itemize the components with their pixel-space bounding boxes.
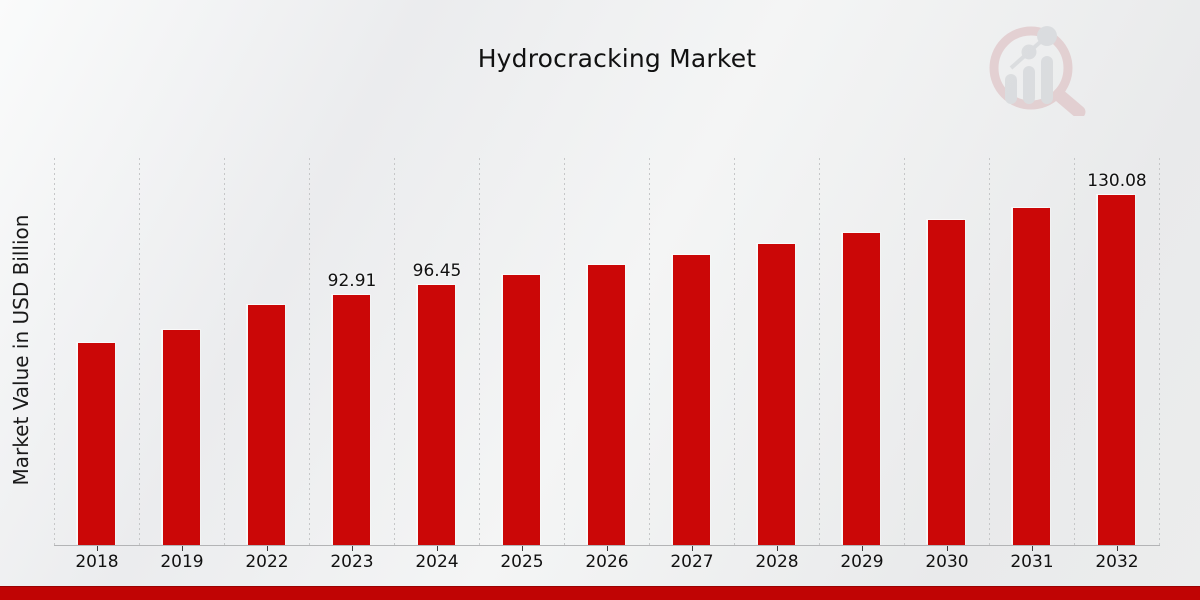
- gridline: [649, 158, 650, 545]
- gridline: [224, 158, 225, 545]
- x-tick-label: 2026: [585, 552, 629, 572]
- gridline: [309, 158, 310, 545]
- x-axis-tick: [862, 546, 863, 551]
- bar-value-label: 130.08: [1087, 171, 1147, 191]
- x-tick-label: 2032: [1095, 552, 1139, 572]
- x-axis-tick: [182, 546, 183, 551]
- x-tick-label: 2019: [160, 552, 204, 572]
- bar-value-label: 92.91: [327, 271, 377, 291]
- gridline: [54, 158, 55, 545]
- bar-2018: [77, 342, 116, 546]
- bar-value-label: 96.45: [412, 261, 462, 281]
- gridline: [1159, 158, 1160, 545]
- bar-2032: [1097, 194, 1136, 546]
- bar-2029: [842, 232, 881, 546]
- x-axis-tick: [97, 546, 98, 551]
- x-tick-label: 2024: [415, 552, 459, 572]
- bar-2022: [247, 304, 286, 546]
- x-axis-tick: [1032, 546, 1033, 551]
- x-axis-tick: [947, 546, 948, 551]
- bar-2025: [502, 274, 541, 546]
- x-axis-tick: [352, 546, 353, 551]
- bar-2028: [757, 243, 796, 546]
- x-axis-tick: [607, 546, 608, 551]
- gridline: [819, 158, 820, 545]
- x-tick-label: 2025: [500, 552, 544, 572]
- gridline: [904, 158, 905, 545]
- gridline: [1074, 158, 1075, 545]
- footer-accent-bar: [0, 586, 1200, 600]
- x-axis-tick: [522, 546, 523, 551]
- bar-2019: [162, 329, 201, 546]
- bar-2031: [1012, 207, 1051, 546]
- chart-title: Hydrocracking Market: [477, 44, 757, 73]
- bar-2023: [332, 294, 371, 546]
- x-tick-label: 2022: [245, 552, 289, 572]
- x-tick-label: 2018: [75, 552, 119, 572]
- bar-2030: [927, 219, 966, 546]
- x-tick-label: 2027: [670, 552, 714, 572]
- y-axis-label: Market Value in USD Billion: [9, 214, 33, 486]
- bar-2026: [587, 264, 626, 546]
- x-tick-label: 2031: [1010, 552, 1054, 572]
- gridline: [734, 158, 735, 545]
- bar-2024: [417, 284, 456, 546]
- x-axis-line: [54, 545, 1160, 546]
- gridline: [564, 158, 565, 545]
- x-axis-tick: [1117, 546, 1118, 551]
- x-axis-tick: [777, 546, 778, 551]
- x-tick-label: 2029: [840, 552, 884, 572]
- gridline: [989, 158, 990, 545]
- x-axis-tick: [437, 546, 438, 551]
- gridline: [479, 158, 480, 545]
- bar-2027: [672, 254, 711, 546]
- x-axis-tick: [267, 546, 268, 551]
- gridline: [394, 158, 395, 545]
- x-axis-tick: [692, 546, 693, 551]
- gridline: [139, 158, 140, 545]
- x-tick-label: 2028: [755, 552, 799, 572]
- x-tick-label: 2023: [330, 552, 374, 572]
- bar-chart-magnifier-logo-icon: [989, 26, 1086, 116]
- x-tick-label: 2030: [925, 552, 969, 572]
